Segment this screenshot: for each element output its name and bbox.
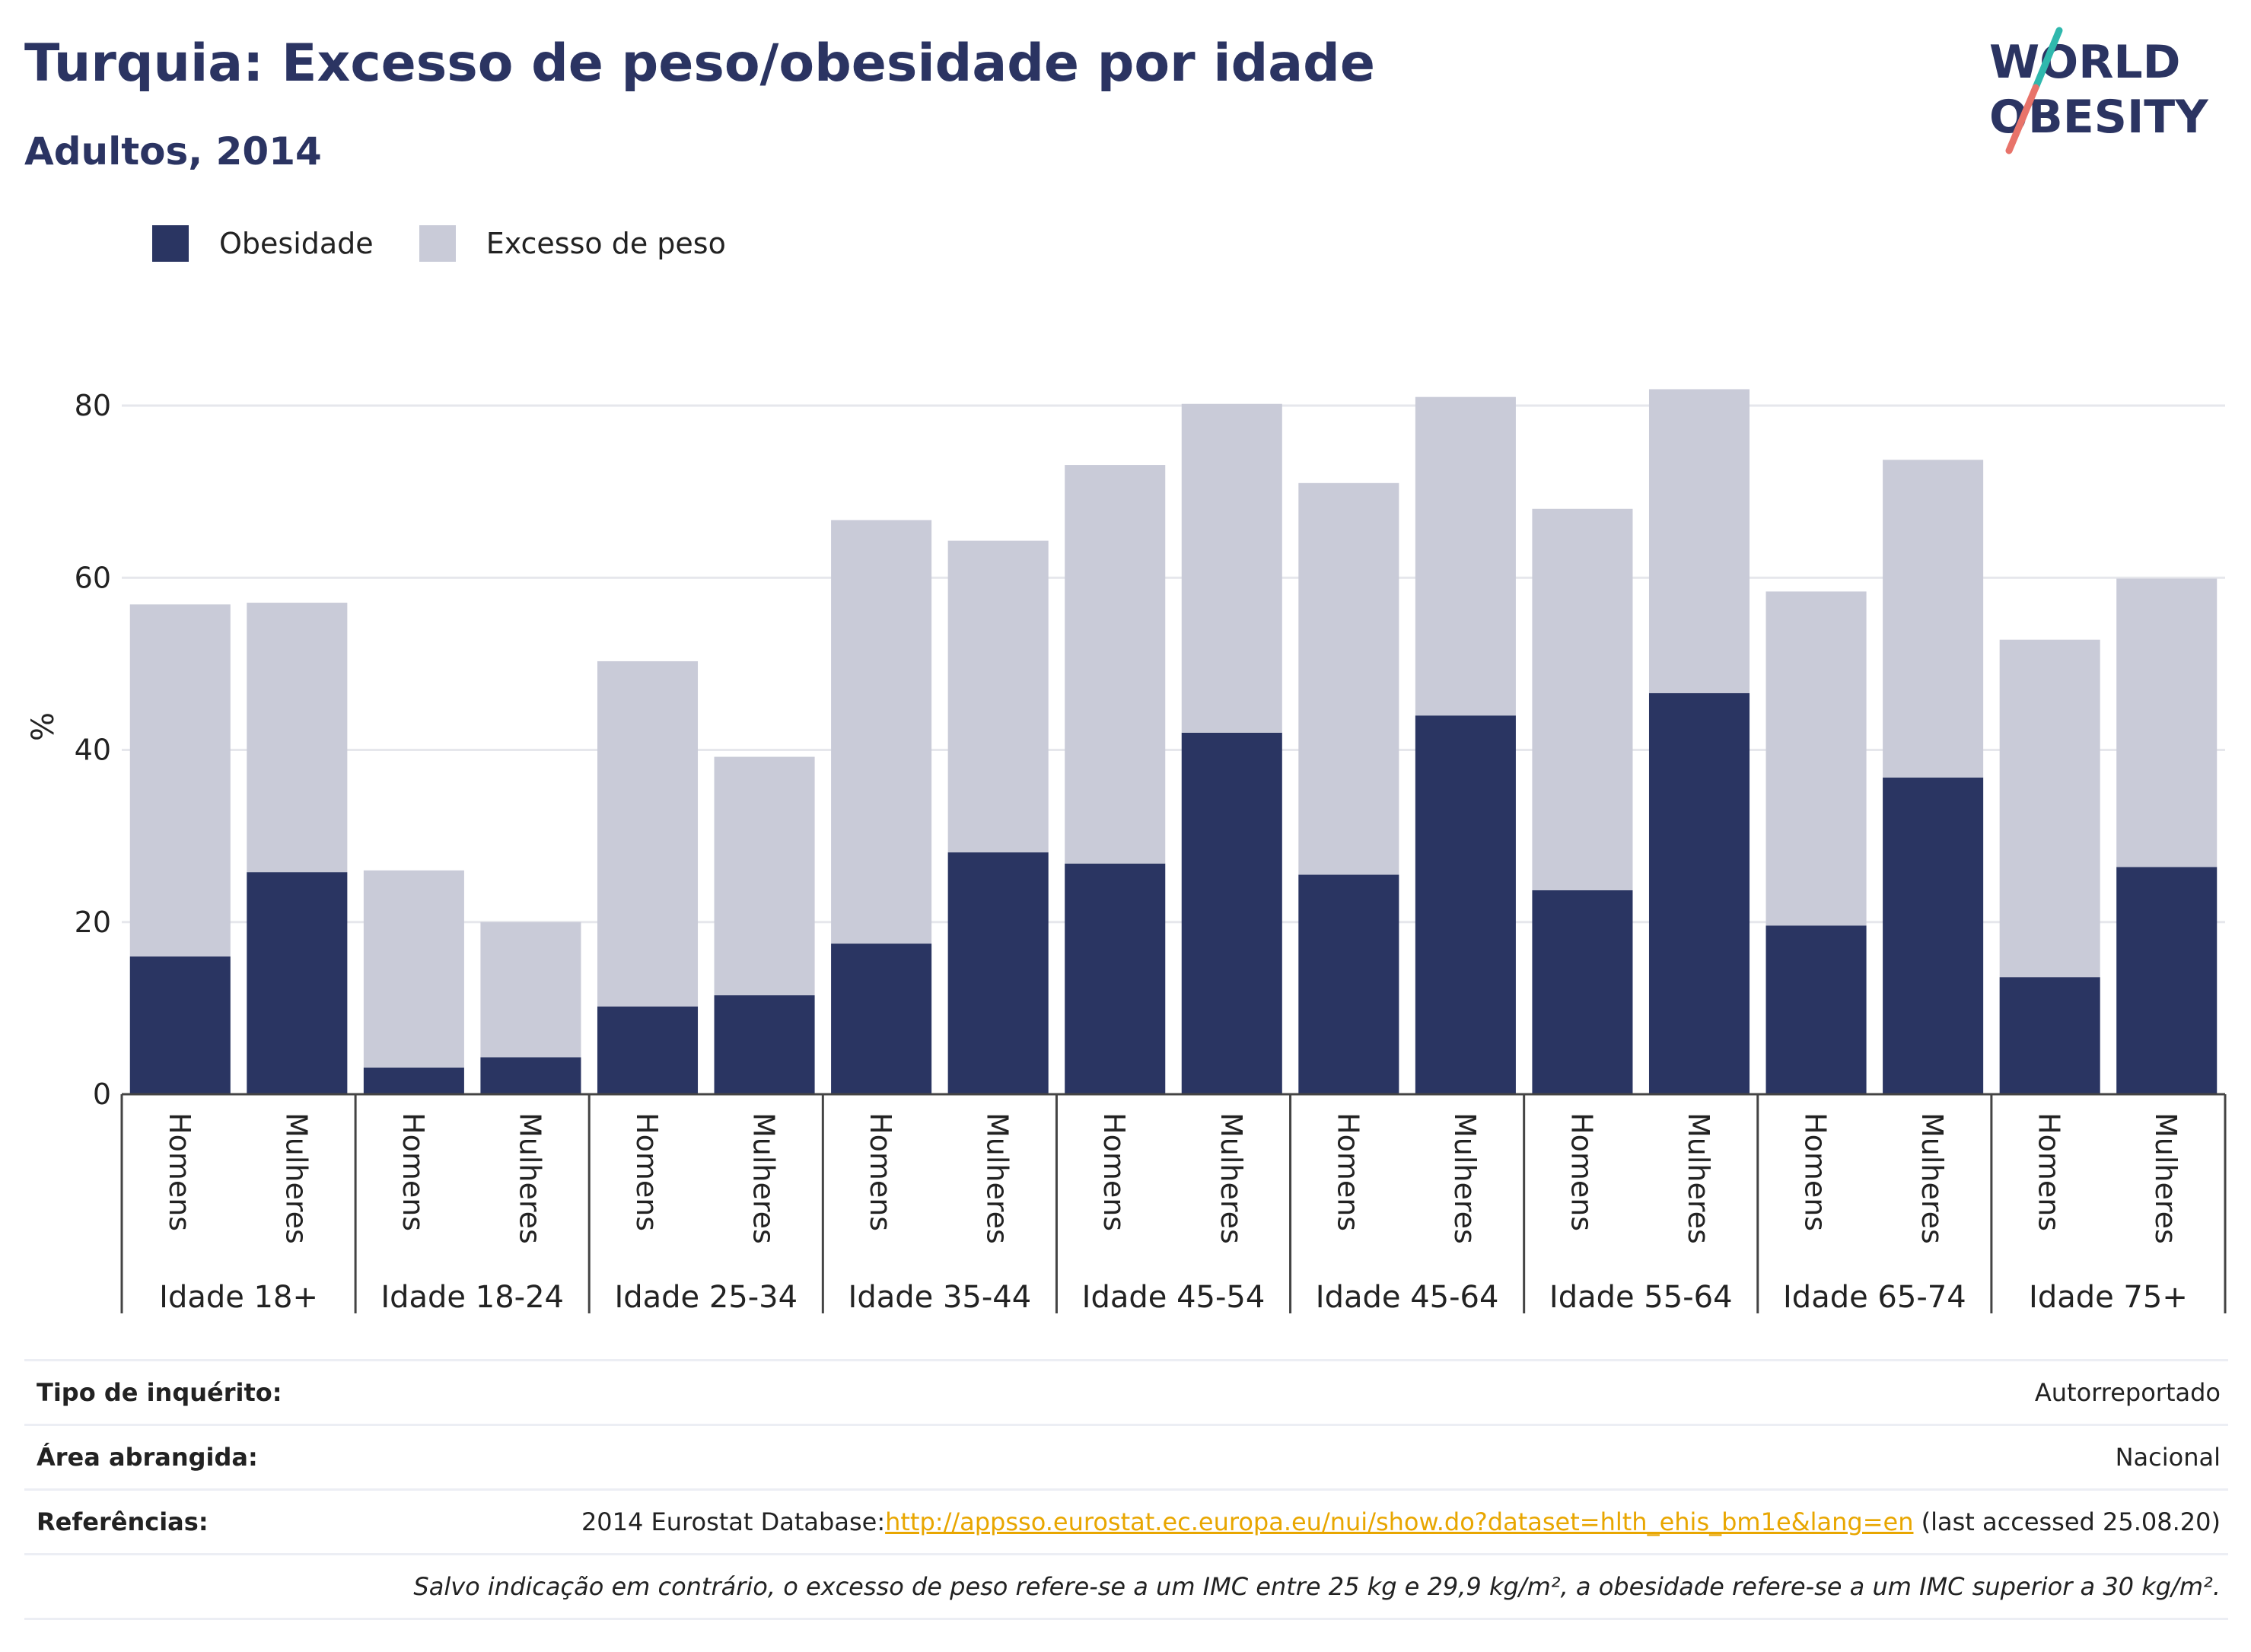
page-subtitle: Adultos, 2014 [24,129,322,173]
x-sex-label: Homens [1799,1112,1832,1231]
x-sex-label: Homens [396,1112,430,1231]
bar-overweight [1532,508,1633,890]
x-group-label: Idade 25-34 [614,1280,798,1315]
x-group-label: Idade 18+ [159,1280,318,1315]
y-tick-label: 60 [75,561,111,594]
x-group-label: Idade 45-64 [1316,1280,1499,1315]
info-row-references: Referências: 2014 Eurostat Database:http… [24,1488,2228,1553]
x-group-label: Idade 65-74 [1783,1280,1966,1315]
bar-overweight [831,520,932,944]
world-obesity-logo: WORLD OBESITY [1989,27,2209,154]
x-sex-label: Homens [2033,1112,2066,1231]
area-label: Área abrangida: [37,1443,258,1472]
info-table: Tipo de inquérito: Autorreportado Área a… [24,1359,2228,1620]
x-group-label: Idade 75+ [2029,1280,2188,1315]
bar-obesity [1181,732,1282,1094]
logo-slash-coral [2005,84,2039,154]
y-tick-label: 40 [75,734,111,767]
legend-label-overweight: Excesso de peso [486,227,726,260]
bar-overweight [129,604,231,957]
x-sex-label: Mulheres [981,1112,1014,1244]
x-sex-label: Homens [163,1112,196,1231]
y-tick-label: 20 [75,906,111,939]
bar-overweight [1181,403,1282,733]
survey-type-value: Autorreportado [2034,1378,2221,1407]
x-sex-label: Mulheres [1682,1112,1715,1244]
page-title: Turquia: Excesso de peso/obesidade por i… [24,33,1375,94]
bar-overweight [1298,482,1399,875]
x-sex-label: Mulheres [1915,1112,1949,1244]
bar-obesity [1648,692,1750,1094]
survey-type-label: Tipo de inquérito: [37,1378,282,1407]
references-prefix: 2014 Eurostat Database: [581,1507,886,1536]
bar-obesity [129,957,231,1094]
x-sex-label: Mulheres [279,1112,313,1244]
x-sex-label: Mulheres [2149,1112,2183,1244]
y-axis-title: % [26,712,61,741]
legend-label-obesity: Obesidade [219,227,374,260]
bar-obesity [1065,863,1166,1094]
bar-overweight [714,756,815,995]
bar-overweight [1883,460,1984,778]
chart-legend: Obesidade Excesso de peso [152,225,772,262]
x-group-label: Idade 55-64 [1549,1280,1733,1315]
references-link[interactable]: http://appsso.eurostat.ec.europa.eu/nui/… [885,1507,1914,1536]
definition-note: Salvo indicação em contrário, o excesso … [413,1572,2221,1601]
bar-obesity [480,1057,581,1094]
bar-overweight [1648,389,1750,693]
bar-overweight [363,870,464,1068]
bar-obesity [1532,890,1633,1094]
x-group-label: Idade 45-54 [1082,1280,1266,1315]
references-label: Referências: [37,1507,209,1536]
bar-obesity [597,1006,699,1094]
bar-obesity [2116,867,2218,1094]
bar-obesity [1883,777,1984,1094]
bar-overweight [247,603,348,873]
x-sex-label: Mulheres [513,1112,546,1244]
area-value: Nacional [2115,1443,2221,1472]
bar-overweight [480,921,581,1058]
y-tick-label: 80 [75,389,111,422]
info-row-area: Área abrangida: Nacional [24,1424,2228,1488]
bar-obesity [1999,977,2100,1094]
bar-obesity [831,944,932,1094]
references-value: 2014 Eurostat Database:http://appsso.eur… [581,1507,2228,1536]
bar-overweight [947,540,1049,853]
legend-swatch-overweight [419,225,456,262]
logo-word-1: WORLD [1989,36,2180,89]
bar-overweight [1999,639,2100,978]
bar-obesity [247,872,348,1094]
info-row-survey: Tipo de inquérito: Autorreportado [24,1359,2228,1424]
bar-overweight [1415,396,1516,716]
bar-obesity [714,995,815,1094]
x-sex-label: Homens [1331,1112,1364,1231]
x-group-label: Idade 18-24 [380,1280,564,1315]
x-sex-label: Homens [1565,1112,1598,1231]
x-sex-label: Mulheres [1448,1112,1482,1244]
x-sex-label: Mulheres [747,1112,781,1244]
references-suffix: (last accessed 25.08.20) [1913,1507,2221,1536]
bar-overweight [2116,578,2218,867]
logo-slash-teal [2032,27,2063,91]
bar-obesity [1298,874,1399,1094]
x-sex-label: Homens [864,1112,897,1231]
x-sex-label: Homens [630,1112,664,1231]
x-sex-label: Homens [1097,1112,1131,1231]
bar-overweight [1765,591,1867,926]
legend-swatch-obesity [152,225,189,262]
info-row-note: Salvo indicação em contrário, o excesso … [24,1553,2228,1620]
bar-chart: 0 20 40 60 80% Homens Mulheres Homens Mulheres Ho… [26,389,2227,1315]
bar-obesity [947,852,1049,1094]
legend-item-overweight: Excesso de peso [419,225,726,262]
bar-obesity [363,1067,464,1094]
bar-obesity [1415,715,1516,1094]
bar-obesity [1765,925,1867,1094]
bar-overweight [1065,465,1166,864]
bar-overweight [597,660,699,1007]
y-tick-label: 0 [93,1077,111,1111]
x-group-label: Idade 35-44 [849,1280,1032,1315]
x-sex-label: Mulheres [1215,1112,1248,1244]
legend-item-obesity: Obesidade [152,225,374,262]
